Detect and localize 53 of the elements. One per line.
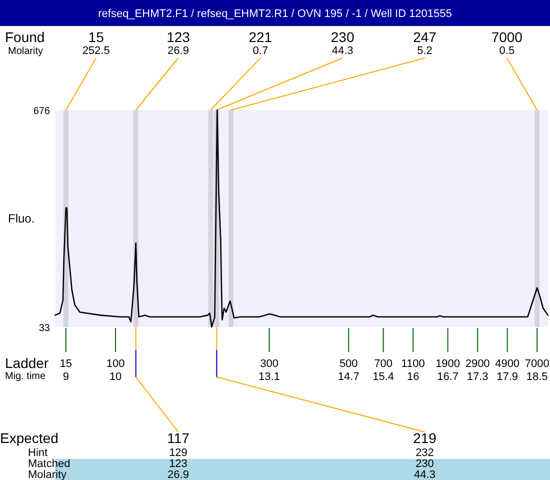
text: Molarity	[28, 469, 68, 480]
x-tick-label: 10	[109, 371, 122, 383]
band-label: 123	[166, 29, 190, 45]
band-label: 247	[413, 29, 437, 45]
x-tick-label: 17.3	[466, 371, 488, 383]
annotation: 26.9	[168, 45, 189, 57]
text: 230	[416, 458, 434, 470]
band-label: 15	[88, 29, 104, 45]
x-tick-label: 18.5	[526, 371, 548, 383]
text: 100	[106, 358, 125, 370]
annotation: 117	[167, 430, 190, 446]
x-tick-label: 15.4	[372, 371, 394, 383]
annotation: 44.3	[332, 45, 354, 57]
text: 4900	[495, 358, 520, 370]
y-tick-label: 676	[33, 106, 50, 117]
text: 15	[60, 358, 72, 370]
annotation: 0.5	[499, 45, 515, 57]
annotation: 252.5	[82, 45, 110, 57]
text: 300	[260, 358, 278, 370]
annotation: 219	[413, 430, 437, 446]
x-tick-label: 16.7	[437, 371, 459, 383]
text: 44.3	[414, 469, 436, 480]
annotation: 0.7	[252, 45, 268, 57]
text: Hint	[28, 447, 48, 459]
x-tick-label: 16	[406, 371, 420, 383]
text: 232	[416, 447, 434, 459]
text: 7000	[524, 358, 550, 370]
band-label: 230	[330, 29, 354, 45]
text: 2900	[465, 358, 490, 370]
text: Ladder	[5, 355, 49, 371]
band-label: 7000	[491, 29, 523, 45]
text: Expected	[0, 430, 58, 446]
chart-title: refseq_EHMT2.F1 / refseq_EHMT2.R1 / OVN 195 / -1 / Well ID 1201555	[98, 8, 452, 20]
text: 129	[169, 447, 188, 459]
band-label: 221	[248, 29, 272, 45]
text: 1900	[436, 358, 460, 370]
text: 26.9	[168, 469, 189, 480]
x-tick-label: 14.7	[338, 371, 360, 383]
y-axis-title: Fluo.	[8, 212, 35, 226]
annotation: 5.2	[417, 45, 432, 57]
line-series	[54, 109, 549, 328]
text: 500	[339, 358, 358, 370]
text: Found	[5, 29, 45, 45]
y-tick-label: 33	[38, 323, 50, 334]
text: Matched	[28, 458, 70, 470]
x-tick-label: 13.1	[258, 371, 280, 383]
text: 1100	[401, 358, 425, 370]
text: Molarity	[8, 46, 44, 57]
text: 700	[374, 358, 393, 370]
x-axis-title: Mig. time	[5, 371, 46, 382]
x-tick-label: 9	[62, 371, 69, 383]
text: 123	[169, 458, 188, 470]
x-tick-label: 17.9	[496, 371, 518, 383]
